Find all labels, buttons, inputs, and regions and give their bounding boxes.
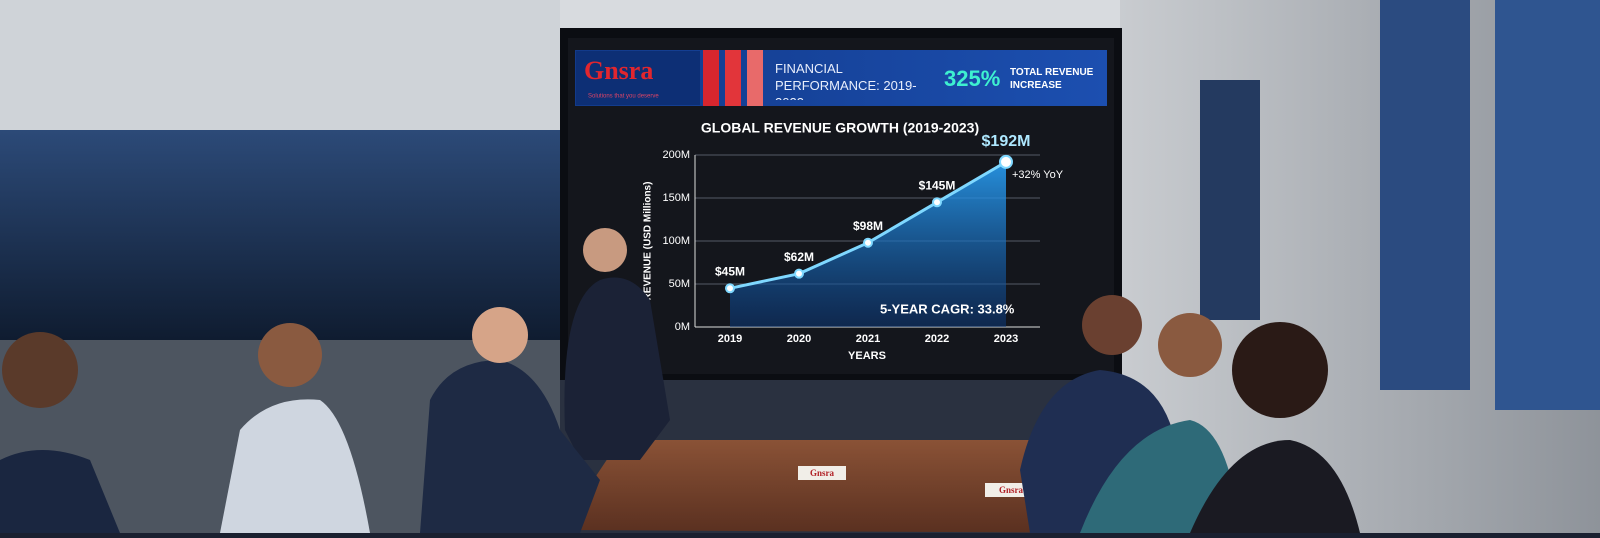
headline-caption-box: TOTAL REVENUE INCREASE	[1010, 67, 1094, 91]
attendee-hair	[1232, 322, 1328, 418]
annotation: +32% YoY	[1012, 169, 1064, 181]
x-tick-label: 2021	[856, 333, 880, 345]
y-tick-label: 0M	[675, 321, 690, 333]
y-tick-label: 200M	[662, 149, 690, 161]
value-label: $98M	[853, 219, 883, 233]
value-label: $62M	[784, 250, 814, 264]
tagline: Solutions that you deserve	[588, 94, 659, 100]
value-label: $145M	[919, 178, 956, 192]
presenter-head	[583, 228, 627, 272]
attendee-head	[1082, 295, 1142, 355]
x-tick-label: 2022	[925, 333, 949, 345]
presenter	[564, 277, 670, 460]
attendee	[0, 450, 120, 533]
attendee-head	[2, 332, 78, 408]
window-right	[1200, 80, 1260, 320]
placard-text: Gnsra	[810, 468, 835, 478]
window-right	[1495, 0, 1600, 410]
value-label: $45M	[715, 264, 745, 278]
logo-box	[576, 51, 700, 105]
attendee	[1190, 440, 1360, 533]
point	[999, 154, 1013, 169]
stripe	[725, 50, 741, 106]
stripe	[747, 50, 763, 106]
point	[932, 197, 942, 208]
y-axis-label: REVENUE (USD Millions)	[643, 182, 654, 301]
chart-title: GLOBAL REVENUE GROWTH (2019-2023)	[701, 120, 979, 136]
attendee-head	[258, 323, 322, 387]
header-title-box: FINANCIAL PERFORMANCE: 2019-2023	[775, 61, 917, 100]
placard	[798, 466, 846, 480]
x-axis-label: YEARS	[848, 350, 886, 362]
x-tick-label: 2023	[994, 333, 1018, 345]
chart: GLOBAL REVENUE GROWTH (2019-2023) 0M 50M 10…	[643, 120, 1064, 362]
attendee-head	[472, 307, 528, 363]
placard-text: Gnsra	[999, 485, 1024, 495]
attendee	[220, 399, 370, 533]
ceiling	[560, 0, 1120, 30]
y-tick-label: 100M	[662, 235, 690, 247]
window-left	[0, 130, 560, 340]
x-tick-label: 2020	[787, 333, 811, 345]
window-right	[1380, 0, 1470, 390]
attendee	[420, 360, 600, 533]
header-title: FINANCIAL PERFORMANCE: 2019-2023	[775, 61, 917, 100]
ceiling	[0, 0, 560, 140]
point	[794, 268, 804, 279]
point	[725, 283, 735, 294]
point	[863, 237, 873, 248]
brand-logo: Gnsra	[584, 56, 653, 85]
stripe	[703, 50, 719, 106]
x-tick-label: 2019	[718, 333, 742, 345]
y-tick-label: 50M	[669, 278, 690, 290]
attendee-head	[1158, 313, 1222, 377]
annotation: 5-YEAR CAGR: 33.8%	[880, 301, 1015, 316]
headline-figure: 325%	[944, 66, 1000, 91]
y-tick-label: 150M	[662, 192, 690, 204]
headline-caption: TOTAL REVENUE INCREASE	[1010, 67, 1094, 91]
table	[560, 440, 1130, 533]
attendee	[1080, 420, 1240, 533]
value-label: $192M	[982, 133, 1031, 150]
